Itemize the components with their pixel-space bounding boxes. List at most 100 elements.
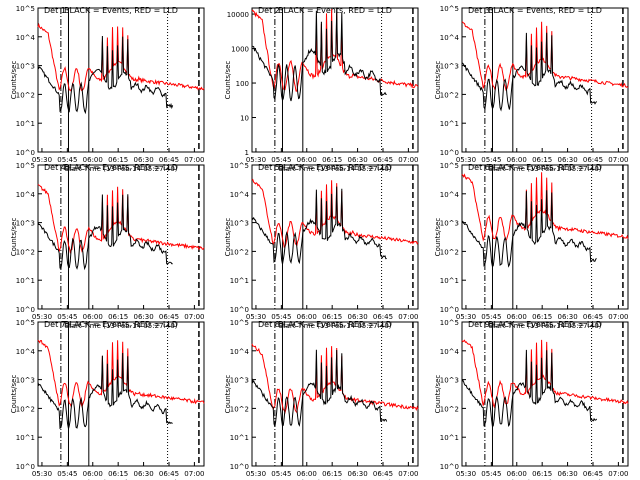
x-tick-label: 06:00: [83, 156, 103, 164]
x-tick-label: 06:45: [373, 156, 393, 164]
panel-subtitle: BLACK = Events, RED = LLD: [278, 163, 392, 172]
y-axis-label: Counts/sec: [434, 61, 442, 100]
x-tick-label: 06:00: [83, 313, 103, 321]
y-tick-label: 10^5: [440, 162, 459, 170]
y-tick-label: 10^1: [16, 120, 35, 128]
y-tick-label: 10^2: [16, 248, 35, 256]
x-tick-label: 07:00: [184, 470, 204, 478]
x-tick-label: 05:45: [481, 470, 501, 478]
panel-title: Det 7: [44, 320, 66, 329]
x-tick-label: 06:15: [322, 470, 342, 478]
plot-frame: [461, 321, 629, 467]
y-axis-label: Counts/sec: [434, 218, 442, 257]
x-tick-label: 06:15: [322, 313, 342, 321]
x-tick-label: 05:45: [57, 470, 77, 478]
y-tick-label: 10^0: [440, 149, 459, 157]
x-tick-label: 07:00: [608, 156, 628, 164]
panel-subtitle: BLACK = Events, RED = LLD: [488, 163, 602, 172]
y-tick-label: 10^0: [440, 306, 459, 314]
plot-frame: [37, 321, 205, 467]
x-tick-label: 05:45: [57, 313, 77, 321]
x-tick-label: 06:45: [159, 470, 179, 478]
x-tick-label: 06:15: [108, 470, 128, 478]
x-tick-label: 06:00: [507, 470, 527, 478]
y-tick-label: 10^4: [440, 348, 460, 356]
y-tick-label: 10^3: [440, 377, 459, 385]
x-tick-label: 05:30: [32, 313, 52, 321]
x-tick-label: 05:45: [271, 313, 291, 321]
plot-frame: [461, 7, 629, 153]
y-axis-label: Counts/sec: [434, 375, 442, 414]
x-axis-label: Start Time (13-Feb-14 05:27:40): [488, 322, 601, 330]
plot-frame: [251, 164, 419, 310]
y-tick-label: 10^0: [16, 463, 35, 471]
series-lld-line: [251, 178, 419, 248]
series-lld-line: [251, 9, 419, 92]
panel-title: Det 5: [258, 163, 280, 172]
series-lld-line: [461, 172, 629, 243]
x-tick-label: 06:00: [297, 470, 317, 478]
y-tick-label: 10^5: [16, 319, 35, 327]
y-axis-label: Counts/sec: [10, 61, 18, 100]
x-tick-label: 06:00: [297, 313, 317, 321]
y-tick-label: 10^2: [440, 248, 459, 256]
y-tick-label: 10^0: [440, 463, 459, 471]
panel-subtitle: BLACK = Events, RED = LLD: [278, 6, 392, 15]
x-tick-label: 07:00: [608, 470, 628, 478]
y-tick-label: 10^1: [230, 277, 249, 285]
series-events-line: [251, 8, 387, 102]
x-tick-label: 05:45: [57, 156, 77, 164]
plot-frame: [461, 164, 629, 310]
x-tick-label: 06:15: [532, 156, 552, 164]
y-tick-label: 10: [240, 115, 249, 123]
x-tick-label: 06:15: [532, 470, 552, 478]
plot-frame: [251, 321, 419, 467]
y-tick-label: 10^0: [16, 306, 35, 314]
y-tick-label: 10^0: [16, 149, 35, 157]
x-tick-label: 06:30: [347, 313, 367, 321]
x-tick-label: 05:30: [456, 313, 476, 321]
y-tick-label: 10^2: [440, 405, 459, 413]
x-tick-label: 06:15: [322, 156, 342, 164]
x-tick-label: 05:30: [246, 470, 266, 478]
series-events-line: [461, 349, 598, 429]
x-tick-label: 06:45: [373, 470, 393, 478]
y-tick-label: 10^3: [440, 220, 459, 228]
x-tick-label: 06:45: [583, 470, 603, 478]
panel-subtitle: BLACK = Events, RED = LLD: [278, 320, 392, 329]
x-tick-label: 05:30: [32, 156, 52, 164]
y-tick-label: 10^5: [230, 319, 249, 327]
series-lld-line: [37, 339, 205, 408]
y-tick-label: 10^3: [16, 220, 35, 228]
y-tick-label: 10^4: [440, 34, 460, 42]
y-tick-label: 10^4: [230, 191, 250, 199]
x-tick-label: 05:30: [456, 470, 476, 478]
y-tick-label: 10^1: [230, 434, 249, 442]
y-tick-label: 10^1: [440, 277, 459, 285]
x-tick-label: 05:45: [271, 470, 291, 478]
y-tick-label: 10^4: [230, 348, 250, 356]
y-tick-label: 1000: [231, 46, 249, 54]
y-tick-label: 10^3: [230, 377, 249, 385]
panel-title: Det 4: [44, 163, 66, 172]
x-tick-label: 06:30: [347, 470, 367, 478]
x-tick-label: 06:00: [297, 156, 317, 164]
x-tick-label: 06:45: [583, 156, 603, 164]
y-axis-label: Counts/sec: [224, 61, 232, 100]
x-tick-label: 07:00: [398, 156, 418, 164]
y-axis-label: Counts/sec: [10, 218, 18, 257]
panel-subtitle: BLACK = Events, RED = LLD: [64, 6, 178, 15]
y-tick-label: 10^2: [440, 91, 459, 99]
x-tick-label: 05:45: [271, 156, 291, 164]
x-tick-label: 06:30: [133, 156, 153, 164]
y-tick-label: 100: [236, 80, 249, 88]
x-axis-label: Start Time (13-Feb-14 05:27:40): [278, 322, 391, 330]
series-events-line: [462, 190, 597, 269]
y-tick-label: 10^4: [440, 191, 460, 199]
